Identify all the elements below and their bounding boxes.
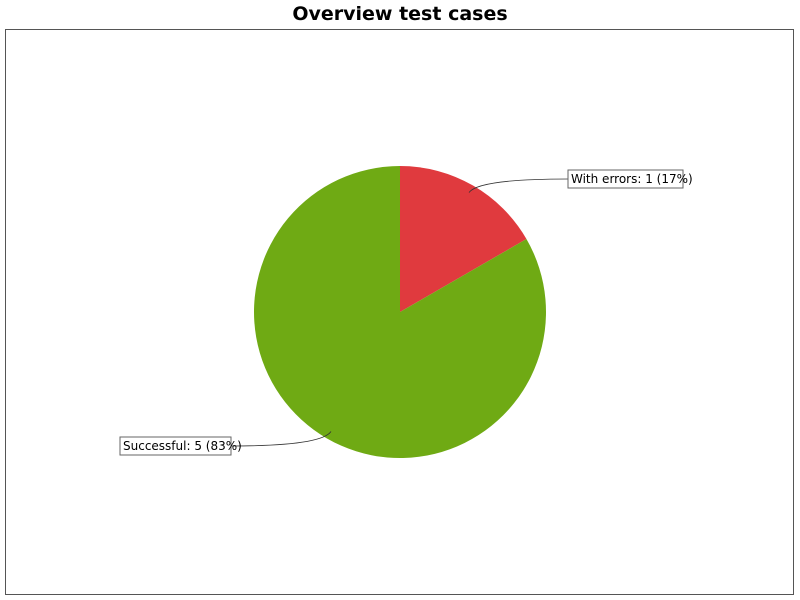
pie-slice-with-errors xyxy=(400,166,527,312)
slice-label: With errors: 1 (17%) xyxy=(571,172,693,186)
slice-labels: With errors: 1 (17%) Successful: 5 (83%) xyxy=(119,169,693,456)
plot-area xyxy=(5,29,794,595)
label-connector xyxy=(230,431,332,447)
chart-title: Overview test cases xyxy=(292,3,508,25)
label-connector xyxy=(468,178,569,193)
slice-label-box xyxy=(567,169,684,189)
label-connectors xyxy=(230,178,569,447)
pie-slice-successful xyxy=(254,166,547,459)
slice-label-box xyxy=(119,436,232,456)
slice-label: Successful: 5 (83%) xyxy=(123,439,242,453)
pie-slices xyxy=(254,166,547,459)
